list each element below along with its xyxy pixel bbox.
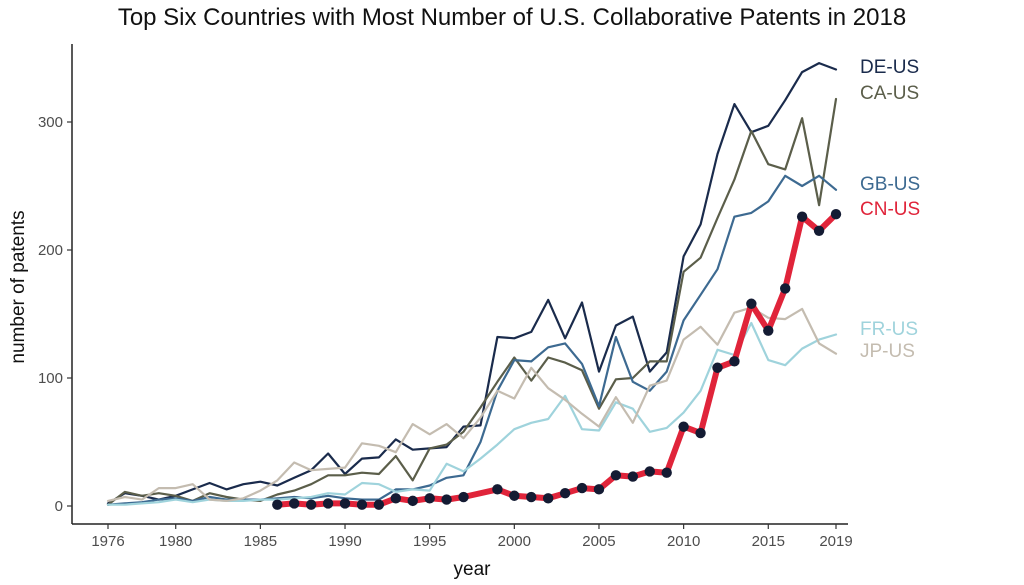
- data-point-cn-us: [712, 362, 723, 373]
- data-point-cn-us: [305, 499, 317, 510]
- y-tick-label: 0: [55, 498, 63, 515]
- series-label-ca-us: CA-US: [860, 83, 919, 104]
- series-label-fr-us: FR-US: [860, 319, 918, 340]
- data-point-cn-us: [559, 488, 571, 499]
- data-point-cn-us: [322, 498, 334, 509]
- y-tick-label: 200: [38, 242, 63, 259]
- series-label-de-us: DE-US: [860, 57, 919, 78]
- data-point-cn-us: [373, 499, 385, 510]
- data-point-cn-us: [339, 498, 351, 509]
- data-point-cn-us: [627, 471, 639, 482]
- data-point-cn-us: [813, 225, 825, 236]
- x-tick: 2010: [667, 524, 700, 550]
- x-tick-label: 1980: [159, 533, 192, 550]
- series-label-cn-us: CN-US: [860, 199, 920, 220]
- y-tick: 300: [38, 114, 72, 131]
- x-tick-label: 1990: [328, 533, 361, 550]
- x-tick-label: 2015: [752, 533, 785, 550]
- x-tick: 2005: [582, 524, 616, 550]
- data-point-cn-us: [509, 490, 520, 501]
- series-lines: [106, 62, 839, 508]
- data-point-cn-us: [610, 470, 622, 481]
- x-axis-title: year: [454, 559, 492, 580]
- data-point-cn-us: [492, 484, 503, 495]
- series-label-jp-us: JP-US: [860, 341, 915, 362]
- series-line-fr-us: [106, 321, 838, 506]
- data-point-cn-us: [441, 494, 452, 505]
- data-point-cn-us: [289, 498, 300, 509]
- data-point-cn-us: [390, 493, 402, 504]
- data-point-cn-us: [458, 491, 469, 503]
- x-tick-label: 2000: [498, 533, 531, 550]
- x-tick: 1985: [244, 524, 277, 550]
- data-point-cn-us: [695, 427, 706, 439]
- x-tick: 2019: [819, 524, 853, 550]
- data-point-cn-us: [796, 211, 808, 222]
- series-line-de-us: [106, 62, 838, 505]
- series-line-jp-us: [106, 306, 838, 502]
- x-tick-label: 2019: [819, 533, 852, 550]
- data-point-cn-us: [644, 466, 655, 477]
- data-point-cn-us: [424, 493, 435, 504]
- data-point-cn-us: [661, 467, 672, 478]
- data-point-cn-us: [763, 325, 774, 336]
- series-line-gb-us: [106, 174, 838, 506]
- y-tick: 100: [38, 370, 72, 387]
- y-tick: 0: [55, 498, 72, 515]
- y-tick-label: 100: [38, 370, 63, 387]
- x-tick: 2015: [752, 524, 785, 550]
- data-point-cn-us: [526, 491, 537, 503]
- data-point-cn-us: [729, 356, 740, 367]
- y-axis-title: number of patents: [8, 210, 29, 363]
- x-tick: 1990: [328, 524, 362, 550]
- series-label-gb-us: GB-US: [860, 174, 920, 195]
- data-point-cn-us: [678, 421, 689, 432]
- data-point-cn-us: [576, 482, 588, 494]
- data-point-cn-us: [407, 495, 418, 507]
- x-tick-label: 2010: [667, 533, 700, 550]
- chart-title: Top Six Countries with Most Number of U.…: [117, 4, 907, 31]
- x-ticks: 1976 1980 1985 1990 1995 2000 2005 2010 2015 2019: [91, 524, 853, 550]
- y-tick-label: 300: [38, 114, 63, 131]
- axes: 0 100 200 300 1976 1980 1985 1990 1995 2000 2005 2…: [38, 44, 853, 550]
- x-tick: 2000: [498, 524, 531, 550]
- series-points: [272, 208, 842, 510]
- x-tick-label: 1995: [413, 533, 446, 550]
- data-point-cn-us: [272, 499, 283, 510]
- data-point-cn-us: [830, 208, 842, 220]
- data-point-cn-us: [780, 283, 791, 294]
- x-tick-label: 1985: [244, 533, 277, 550]
- data-point-cn-us: [356, 499, 368, 510]
- y-tick: 200: [38, 242, 72, 259]
- series-line-ca-us: [106, 97, 838, 506]
- x-tick: 1980: [159, 524, 192, 550]
- x-tick-label: 2005: [582, 533, 615, 550]
- data-point-cn-us: [746, 298, 757, 309]
- y-ticks: 0 100 200 300: [38, 114, 72, 515]
- data-point-cn-us: [542, 493, 554, 504]
- data-point-cn-us: [593, 484, 605, 495]
- x-tick: 1995: [413, 524, 446, 550]
- x-tick-label: 1976: [91, 533, 124, 550]
- x-tick: 1976: [91, 524, 125, 550]
